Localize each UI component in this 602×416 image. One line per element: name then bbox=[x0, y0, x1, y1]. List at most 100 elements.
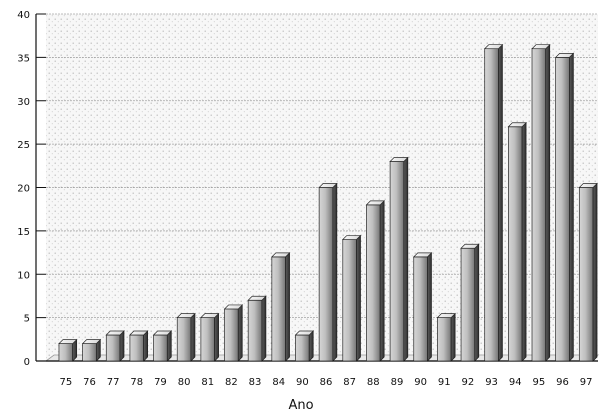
bar-87-12 bbox=[341, 234, 362, 362]
bar-front-91-16 bbox=[437, 317, 452, 362]
bar-top-78-3 bbox=[129, 330, 149, 336]
x-tick-label-76-1: 76 bbox=[83, 377, 96, 388]
bar-top-90-15 bbox=[412, 252, 433, 258]
bar-side-79-4 bbox=[166, 330, 172, 362]
x-tick-label-90-15: 90 bbox=[414, 377, 427, 388]
x-tick-label-96-21: 96 bbox=[556, 377, 569, 388]
bar-top-94-19 bbox=[507, 122, 527, 128]
x-tick-label-95-20: 95 bbox=[533, 377, 546, 388]
bar-81-6 bbox=[200, 312, 220, 362]
bar-top-75-0 bbox=[58, 339, 78, 344]
bar-side-91-16 bbox=[450, 312, 456, 362]
bar-side-88-13 bbox=[379, 200, 385, 362]
bar-top-96-21 bbox=[554, 53, 575, 58]
bar-96-21 bbox=[554, 52, 575, 362]
bar-79-4 bbox=[152, 330, 173, 362]
bar-77-2 bbox=[105, 330, 125, 362]
bar-side-96-21 bbox=[569, 52, 574, 362]
x-axis-title: Ano bbox=[288, 398, 313, 413]
bar-side-92-17 bbox=[474, 243, 480, 362]
x-tick-label-91-16: 91 bbox=[438, 377, 451, 388]
x-tick-label-94-19: 94 bbox=[509, 377, 522, 388]
bar-side-87-12 bbox=[356, 234, 361, 362]
x-tick-label-79-4: 79 bbox=[154, 377, 167, 388]
bar-front-90-10 bbox=[295, 334, 310, 362]
bar-80-5 bbox=[176, 312, 196, 362]
bar-top-87-12 bbox=[341, 235, 362, 240]
x-tick-label-78-3: 78 bbox=[130, 377, 143, 388]
bar-95-20 bbox=[531, 43, 551, 362]
bar-89-14 bbox=[389, 156, 409, 362]
bar-93-18 bbox=[483, 43, 504, 362]
x-tick-label-77-2: 77 bbox=[107, 377, 120, 388]
y-tick-label-10: 10 bbox=[17, 270, 30, 281]
bar-front-87-12 bbox=[342, 239, 357, 362]
bar-top-90-10 bbox=[294, 330, 315, 336]
bar-top-80-5 bbox=[176, 313, 196, 318]
x-tick-label-83-8: 83 bbox=[249, 377, 262, 388]
bar-front-96-21 bbox=[555, 57, 570, 362]
bar-side-97-22 bbox=[592, 182, 598, 362]
bar-front-81-6 bbox=[200, 317, 215, 362]
bar-top-86-11 bbox=[318, 183, 338, 188]
bar-83-8 bbox=[247, 295, 267, 362]
bar-front-94-19 bbox=[508, 126, 523, 362]
bar-top-97-22 bbox=[578, 183, 598, 188]
bar-top-83-8 bbox=[247, 295, 267, 301]
bar-side-94-19 bbox=[521, 121, 527, 362]
x-tick-label-97-22: 97 bbox=[580, 377, 593, 388]
bar-82-7 bbox=[223, 304, 244, 362]
bar-side-77-2 bbox=[119, 330, 125, 362]
bar-76-1 bbox=[81, 338, 102, 362]
bar-side-86-11 bbox=[332, 182, 338, 362]
bar-top-91-16 bbox=[436, 313, 456, 318]
bar-front-79-4 bbox=[153, 334, 168, 362]
bar-front-76-1 bbox=[82, 343, 97, 362]
bar-75-0 bbox=[58, 338, 78, 362]
bar-top-93-18 bbox=[483, 44, 504, 50]
bar-top-76-1 bbox=[81, 339, 102, 344]
y-tick-label-35: 35 bbox=[17, 53, 30, 64]
x-tick-label-80-5: 80 bbox=[178, 377, 191, 388]
bar-front-97-22 bbox=[578, 187, 594, 362]
bar-front-82-7 bbox=[224, 308, 239, 362]
bar-front-78-3 bbox=[129, 334, 144, 362]
tick-labels: 0 5 10 15 20 25 30 35 40 75 76 77 78 79 80 81 82 83 84 90 86… bbox=[17, 10, 592, 388]
x-tick-label-92-17: 92 bbox=[462, 377, 475, 388]
bar-front-89-14 bbox=[389, 161, 405, 362]
x-tick-label-75-0: 75 bbox=[59, 377, 72, 388]
bar-90-10 bbox=[294, 330, 315, 362]
bar-front-84-9 bbox=[271, 256, 286, 362]
bar-front-90-15 bbox=[413, 256, 428, 362]
bar-front-95-20 bbox=[531, 48, 547, 362]
bar-top-89-14 bbox=[389, 157, 409, 162]
bar-side-78-3 bbox=[143, 330, 148, 362]
bar-top-92-17 bbox=[460, 243, 480, 249]
bar-78-3 bbox=[129, 330, 149, 362]
bar-92-17 bbox=[460, 243, 480, 362]
bar-86-11 bbox=[318, 182, 338, 362]
x-tick-label-88-13: 88 bbox=[367, 377, 380, 388]
y-tick-label-0: 0 bbox=[24, 357, 30, 368]
bar-top-95-20 bbox=[531, 44, 551, 50]
bar-front-80-5 bbox=[176, 317, 192, 362]
bar-84-9 bbox=[270, 252, 291, 362]
bar-side-90-10 bbox=[308, 330, 314, 362]
x-tick-label-93-18: 93 bbox=[485, 377, 498, 388]
bar-top-82-7 bbox=[223, 304, 244, 310]
bar-side-81-6 bbox=[214, 312, 219, 362]
y-tick-label-30: 30 bbox=[17, 97, 30, 108]
x-tick-label-89-14: 89 bbox=[391, 377, 404, 388]
y-tick-label-5: 5 bbox=[24, 314, 30, 325]
bar-88-13 bbox=[365, 200, 386, 362]
bar-front-88-13 bbox=[366, 204, 381, 362]
bar-top-77-2 bbox=[105, 330, 125, 336]
y-tick-label-25: 25 bbox=[17, 140, 30, 151]
bar-front-93-18 bbox=[484, 48, 499, 362]
x-tick-label-86-11: 86 bbox=[320, 377, 333, 388]
bar-front-92-17 bbox=[460, 247, 476, 362]
x-tick-label-81-6: 81 bbox=[201, 377, 214, 388]
bar-side-82-7 bbox=[237, 304, 243, 362]
